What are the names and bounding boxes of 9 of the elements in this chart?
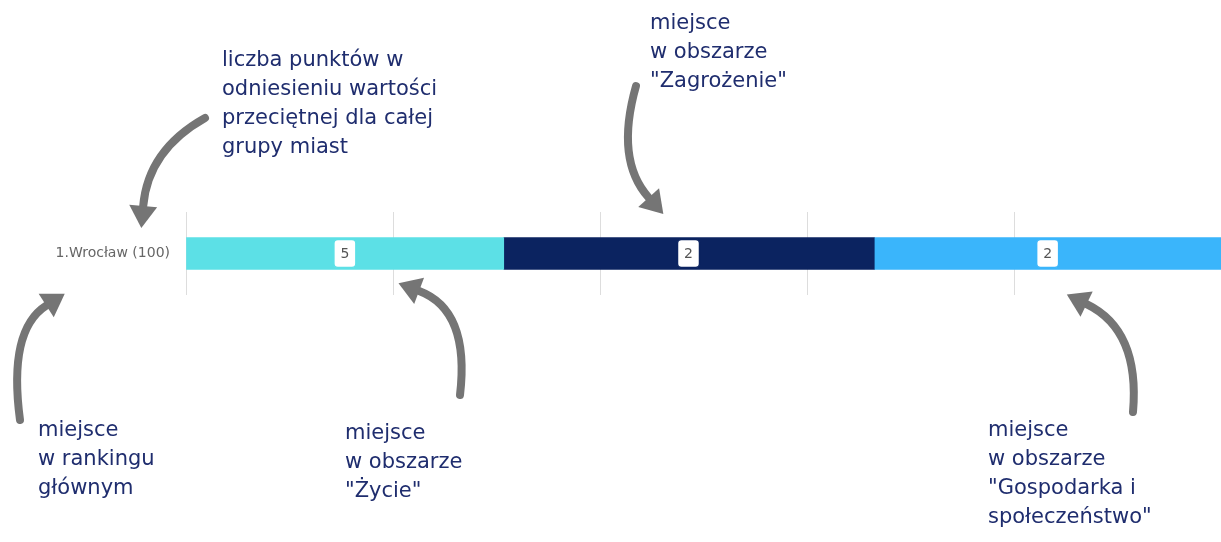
annotation: 2 [1043,245,1053,262]
text: miejsce w obszarze "Gospodarka i społeczeństwo" [988,416,1152,530]
text: miejsce w obszarze "Życie" [345,419,463,504]
text: miejsce w rankingu głównym [38,416,155,501]
text: miejsce w obszarze "Zagrożenie" [650,9,787,94]
annotation: 2 [684,245,693,262]
y-tick-label: 1.Wrocław (100) [55,244,170,261]
annotation: 5 [340,245,350,262]
text: liczba punktów w odniesieniu wartości przeciętnej dla całej grupy miast [222,46,438,160]
